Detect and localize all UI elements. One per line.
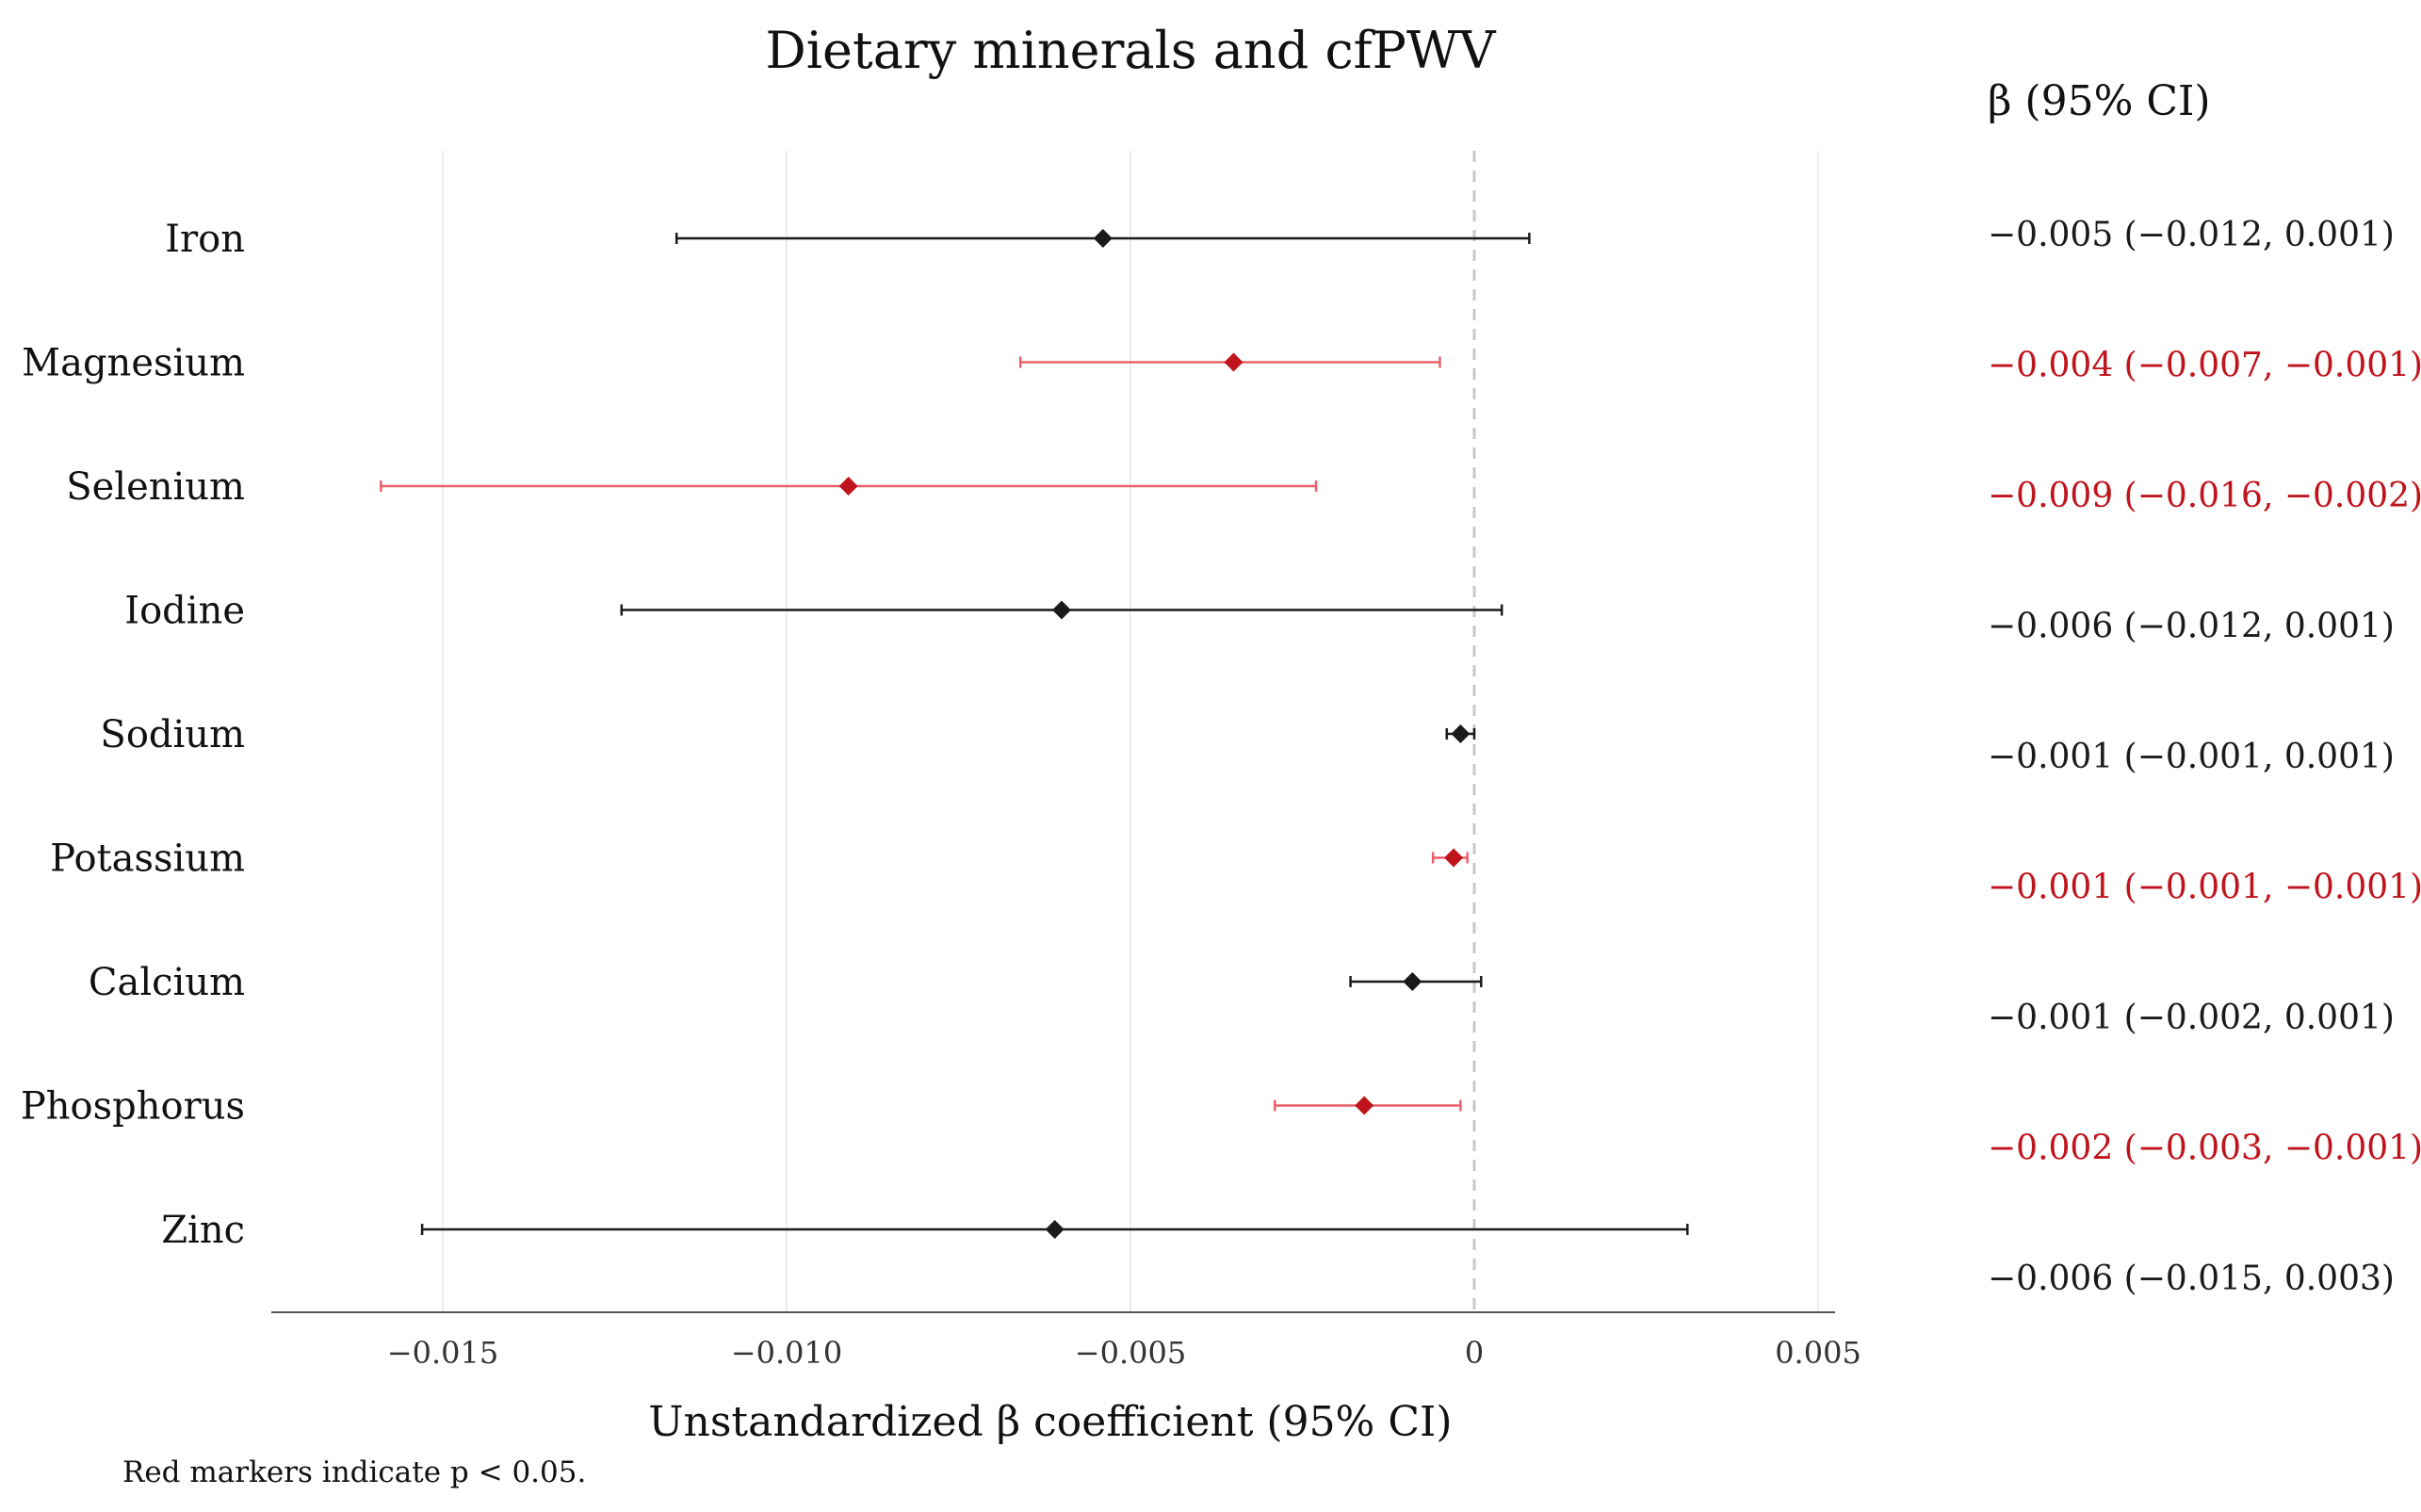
ci-text: −0.004 (−0.007, −0.001) [1988,347,2421,385]
row-label: Selenium [66,465,245,509]
row-labels: Iron Magnesium Selenium Iodine Sodium Potassi… [21,218,245,1252]
point-estimate [838,477,858,496]
x-tick-label: 0 [1465,1335,1484,1371]
row-label: Phosphorus [21,1085,245,1129]
ci-text: −0.001 (−0.001, 0.001) [1988,738,2395,776]
point-estimate [1052,600,1071,620]
x-axis-label: Unstandardized β coefficient (95% CI) [648,1398,1452,1446]
row-label: Iron [165,218,245,261]
ci-text: −0.006 (−0.012, 0.001) [1988,608,2395,646]
chart-title: Dietary minerals and cfPWV [765,21,1496,80]
ci-text: −0.005 (−0.012, 0.001) [1988,216,2395,254]
point-estimate [1451,724,1470,743]
confidence-intervals [380,233,1689,1235]
x-tick-label: −0.010 [731,1335,842,1371]
ci-text-column: −0.005 (−0.012, 0.001) −0.004 (−0.007, −0… [1988,216,2421,1298]
point-estimate [1444,848,1464,868]
ci-text: −0.001 (−0.001, −0.001) [1988,869,2421,907]
ci-text: −0.002 (−0.003, −0.001) [1988,1130,2421,1168]
row-label: Iodine [124,590,245,633]
ci-text: −0.006 (−0.015, 0.003) [1988,1260,2395,1298]
point-estimate [1093,229,1113,248]
x-tick-label: −0.015 [387,1335,498,1371]
x-tick-label: 0.005 [1775,1335,1861,1371]
row-label: Potassium [50,837,245,881]
row-label: Zinc [161,1209,245,1252]
ci-column-header: β (95% CI) [1988,77,2211,125]
x-tick-labels: −0.015 −0.010 −0.005 0 0.005 [387,1335,1861,1371]
footnote: Red markers indicate p < 0.05. [122,1455,586,1489]
ci-text: −0.009 (−0.016, −0.002) [1988,477,2421,515]
grid-lines [442,151,1819,1312]
row-label: Magnesium [22,342,245,385]
ci-text: −0.001 (−0.002, 0.001) [1988,999,2395,1037]
point-estimate [1224,352,1243,372]
x-tick-label: −0.005 [1075,1335,1186,1371]
point-estimate [1355,1096,1374,1115]
row-label: Sodium [100,713,245,756]
point-estimates [838,229,1470,1239]
point-estimate [1403,972,1422,991]
row-label: Calcium [89,961,245,1004]
point-estimate [1045,1220,1064,1239]
